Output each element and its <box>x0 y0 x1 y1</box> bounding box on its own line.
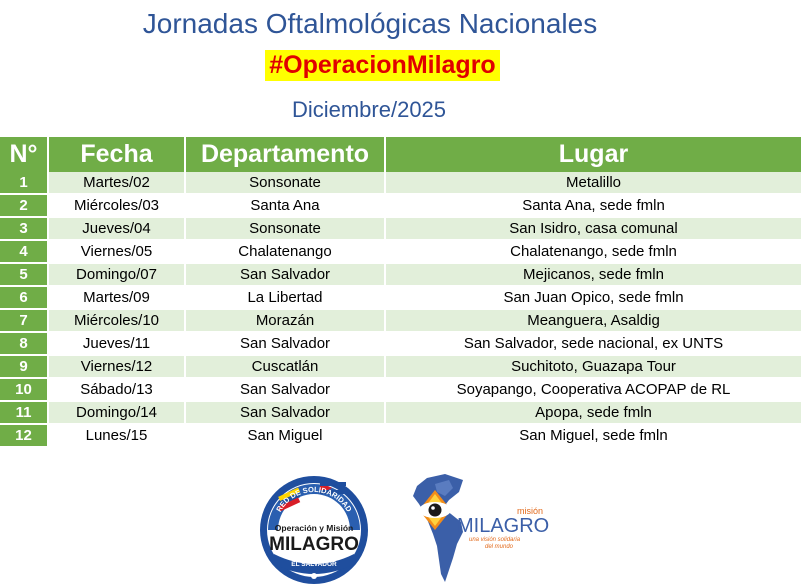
table-row: 11 Domingo/14 San Salvador Apopa, sede fmln <box>0 401 803 425</box>
departamento-cell: Sonsonate <box>185 217 386 241</box>
departamento-cell: Santa Ana <box>185 194 386 218</box>
departamento-cell: Sonsonate <box>185 172 386 195</box>
departamento-cell: Chalatenango <box>185 240 386 264</box>
row-number-cell: 1 <box>0 172 49 195</box>
departamento-cell: Morazán <box>185 309 386 333</box>
row-number-cell: 11 <box>0 401 49 425</box>
table-header-row: N° Fecha Departamento Lugar <box>0 137 803 172</box>
fecha-cell: Domingo/07 <box>48 263 186 287</box>
table-row: 6 Martes/09 La Libertad San Juan Opico, sed… <box>0 286 803 310</box>
lugar-cell: Santa Ana, sede fmln <box>385 194 803 218</box>
departamento-cell: San Salvador <box>185 263 386 287</box>
row-number-cell: 7 <box>0 309 49 333</box>
lugar-cell: Meanguera, Asaldig <box>385 309 803 333</box>
lugar-cell: San Juan Opico, sede fmln <box>385 286 803 310</box>
schedule-table: N° Fecha Departamento Lugar 1 Martes/02 So… <box>0 137 803 448</box>
lugar-cell: Mejicanos, sede fmln <box>385 263 803 287</box>
logo-right-tagline1: una visión solidaria <box>469 537 521 543</box>
departamento-cell: Cuscatlán <box>185 355 386 379</box>
operacion-mision-milagro-logo: RED DE SOLIDARIDAD Operación y Misión MI… <box>260 476 368 584</box>
fecha-cell: Jueves/11 <box>48 332 186 356</box>
lugar-cell: Soyapango, Cooperativa ACOPAP de RL <box>385 378 803 402</box>
table-row: 4 Viernes/05 Chalatenango Chalatenango, sed… <box>0 240 803 264</box>
logo-left-line2: MILAGRO <box>269 534 359 555</box>
logo-right-line1: misión <box>517 506 543 516</box>
fecha-cell: Viernes/12 <box>48 355 186 379</box>
row-number-cell: 5 <box>0 263 49 287</box>
table-row: 3 Jueves/04 Sonsonate San Isidro, casa comu… <box>0 217 803 241</box>
table-row: 2 Miércoles/03 Santa Ana Santa Ana, sede fm… <box>0 194 803 218</box>
column-header-lugar: Lugar <box>385 137 803 172</box>
departamento-cell: San Miguel <box>185 424 386 448</box>
column-header-departamento: Departamento <box>185 137 386 172</box>
fecha-cell: Sábado/13 <box>48 378 186 402</box>
mision-milagro-logo: misión MILAGRO una visión solidaria del … <box>413 474 549 582</box>
row-number-cell: 9 <box>0 355 49 379</box>
table-row: 10 Sábado/13 San Salvador Soyapango, Cooper… <box>0 378 803 402</box>
hashtag-container: #OperacionMilagro <box>0 50 765 81</box>
lugar-cell: San Salvador, sede nacional, ex UNTS <box>385 332 803 356</box>
departamento-cell: San Salvador <box>185 332 386 356</box>
row-number-cell: 2 <box>0 194 49 218</box>
table-row: 7 Miércoles/10 Morazán Meanguera, Asaldig <box>0 309 803 333</box>
lugar-cell: Metalillo <box>385 172 803 195</box>
fecha-cell: Martes/09 <box>48 286 186 310</box>
row-number-cell: 10 <box>0 378 49 402</box>
logo-right-line2: MILAGRO <box>457 515 549 537</box>
lugar-cell: San Isidro, casa comunal <box>385 217 803 241</box>
fecha-cell: Miércoles/03 <box>48 194 186 218</box>
fecha-cell: Domingo/14 <box>48 401 186 425</box>
fecha-cell: Miércoles/10 <box>48 309 186 333</box>
month-label: Diciembre/2025 <box>291 97 447 122</box>
row-number-cell: 3 <box>0 217 49 241</box>
lugar-cell: San Miguel, sede fmln <box>385 424 803 448</box>
column-header-fecha: Fecha <box>48 137 186 172</box>
lugar-cell: Suchitoto, Guazapa Tour <box>385 355 803 379</box>
column-header-number: N° <box>0 137 49 172</box>
table-row: 9 Viernes/12 Cuscatlán Suchitoto, Guazapa T… <box>0 355 803 379</box>
departamento-cell: San Salvador <box>185 378 386 402</box>
lugar-cell: Apopa, sede fmln <box>385 401 803 425</box>
hashtag: #OperacionMilagro <box>265 50 500 81</box>
fecha-cell: Jueves/04 <box>48 217 186 241</box>
table-row: 1 Martes/02 Sonsonate Metalillo <box>0 172 803 195</box>
table-row: 12 Lunes/15 San Miguel San Miguel, sede fml… <box>0 424 803 448</box>
row-number-cell: 8 <box>0 332 49 356</box>
logos-area: RED DE SOLIDARIDAD Operación y Misión MI… <box>0 470 803 587</box>
row-number-cell: 12 <box>0 424 49 448</box>
logo-right-tagline2: del mundo <box>485 544 514 550</box>
row-number-cell: 4 <box>0 240 49 264</box>
logo-left-line1: Operación y Misión <box>275 523 353 533</box>
fecha-cell: Lunes/15 <box>48 424 186 448</box>
departamento-cell: San Salvador <box>185 401 386 425</box>
table-row: 8 Jueves/11 San Salvador San Salvador, sede… <box>0 332 803 356</box>
fecha-cell: Martes/02 <box>48 172 186 195</box>
fecha-cell: Viernes/05 <box>48 240 186 264</box>
logo-left-bottom-text: EL SALVADOR <box>291 561 337 568</box>
lugar-cell: Chalatenango, sede fmln <box>385 240 803 264</box>
page-title: Jornadas Oftalmológicas Nacionales <box>142 8 598 39</box>
row-number-cell: 6 <box>0 286 49 310</box>
departamento-cell: La Libertad <box>185 286 386 310</box>
table-row: 5 Domingo/07 San Salvador Mejicanos, sede f… <box>0 263 803 287</box>
